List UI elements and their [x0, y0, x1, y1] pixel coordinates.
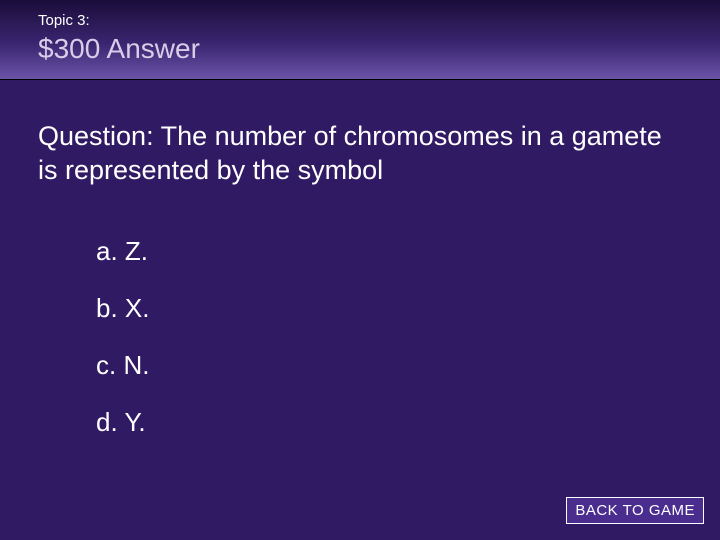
- option-d: d. Y.: [96, 407, 682, 438]
- option-c: c. N.: [96, 350, 682, 381]
- options-list: a. Z. b. X. c. N. d. Y.: [38, 236, 682, 438]
- slide-header: Topic 3: $300 Answer: [0, 0, 720, 80]
- option-b: b. X.: [96, 293, 682, 324]
- slide-content: Question: The number of chromosomes in a…: [0, 80, 720, 438]
- question-text: Question: The number of chromosomes in a…: [38, 120, 682, 188]
- back-to-game-button[interactable]: BACK TO GAME: [566, 497, 704, 524]
- topic-label: Topic 3:: [38, 12, 682, 29]
- price-answer-label: $300 Answer: [38, 33, 682, 65]
- option-a: a. Z.: [96, 236, 682, 267]
